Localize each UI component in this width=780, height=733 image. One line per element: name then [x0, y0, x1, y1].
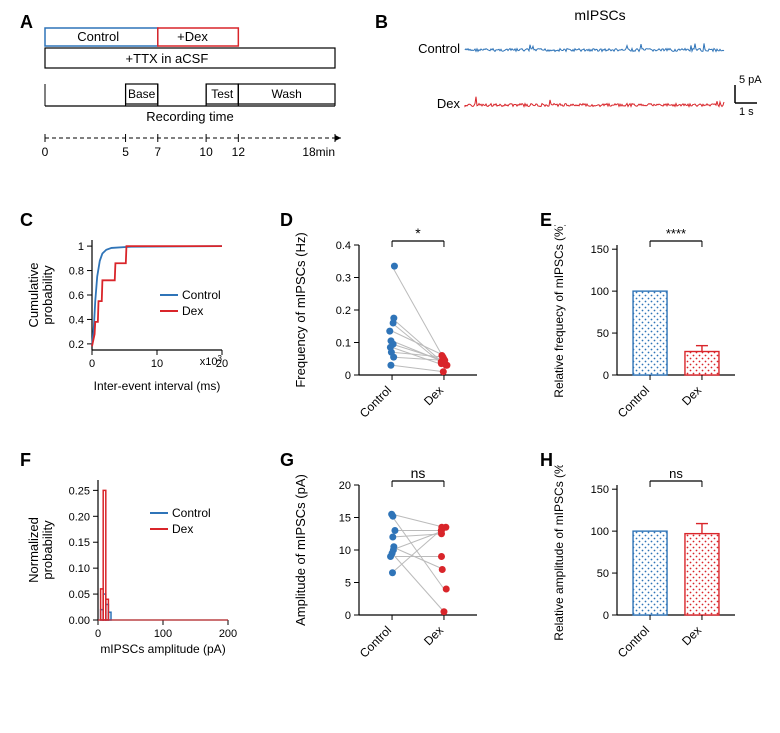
svg-text:7: 7 — [154, 145, 161, 159]
svg-text:Wash: Wash — [272, 87, 302, 101]
svg-text:Control: Control — [357, 383, 394, 420]
panel-D: 0 0.1 0.2 0.3 0.4 Frequency of mIPSCs (Hz) Con… — [285, 225, 525, 440]
svg-text:Frequency of mIPSCs (Hz): Frequency of mIPSCs (Hz) — [293, 232, 308, 387]
svg-text:****: **** — [666, 226, 686, 241]
svg-text:0: 0 — [95, 628, 101, 640]
svg-text:100: 100 — [154, 628, 172, 640]
svg-text:0.1: 0.1 — [336, 338, 351, 350]
svg-text:+TTX in aCSF: +TTX in aCSF — [126, 51, 209, 66]
svg-text:Dex: Dex — [421, 383, 446, 408]
svg-text:Dex: Dex — [172, 522, 193, 536]
svg-text:Control: Control — [357, 623, 394, 660]
svg-text:0.8: 0.8 — [69, 266, 84, 278]
svg-text:0.4: 0.4 — [69, 314, 84, 326]
svg-text:Dex: Dex — [421, 623, 446, 648]
svg-text:Normalizedprobability: Normalizedprobability — [26, 517, 55, 583]
svg-text:20: 20 — [339, 480, 351, 492]
panel-A: Control +Dex +TTX in aCSF Base Test Wash Recor… — [35, 20, 355, 180]
svg-text:50: 50 — [597, 328, 609, 340]
svg-text:Inter-event interval (ms): Inter-event interval (ms) — [94, 379, 221, 393]
svg-text:0.2: 0.2 — [336, 305, 351, 317]
svg-text:Recording time: Recording time — [146, 109, 233, 124]
svg-text:Control: Control — [172, 506, 211, 520]
svg-text:0.20: 0.20 — [69, 511, 90, 523]
svg-text:100: 100 — [591, 526, 609, 538]
panel-F: 0 100 200 0.00 0.05 0.10 0.15 0.20 0.25 Normalize… — [20, 465, 260, 700]
svg-text:0.10: 0.10 — [69, 563, 90, 575]
svg-text:mIPSCs amplitude (pA): mIPSCs amplitude (pA) — [100, 642, 225, 656]
svg-text:50: 50 — [597, 568, 609, 580]
svg-text:15: 15 — [339, 513, 351, 525]
svg-text:Dex: Dex — [437, 96, 461, 111]
svg-text:10: 10 — [151, 358, 163, 370]
svg-text:0.00: 0.00 — [69, 615, 90, 627]
svg-text:5 pA: 5 pA — [739, 74, 762, 86]
svg-text:0: 0 — [603, 610, 609, 622]
svg-text:0: 0 — [89, 358, 95, 370]
svg-text:12: 12 — [232, 145, 246, 159]
svg-text:5: 5 — [345, 578, 351, 590]
panel-H: 0 50 100 150 Relative amplitude of mIPSCs (%… — [545, 465, 775, 720]
figure-root: A B C D E F G H Control+Dex+TTX in aCSFB… — [0, 0, 780, 733]
svg-text:0: 0 — [42, 145, 49, 159]
svg-text:0: 0 — [603, 370, 609, 382]
svg-text:Dex: Dex — [679, 623, 704, 648]
svg-text:Relative amplitude of mIPSCs (: Relative amplitude of mIPSCs (%) — [552, 465, 566, 641]
panel-B: mIPSCs Control Dex 5 pA 1 s — [390, 8, 770, 173]
svg-text:100: 100 — [591, 286, 609, 298]
svg-text:Test: Test — [211, 87, 234, 101]
svg-text:Cumulativeprobability: Cumulativeprobability — [26, 262, 55, 327]
svg-text:1 s: 1 s — [739, 106, 754, 118]
svg-text:18min: 18min — [302, 145, 335, 159]
svg-text:1: 1 — [78, 241, 84, 253]
svg-text:Relative frequecy of mIPSCs (%: Relative frequecy of mIPSCs (%) — [552, 225, 566, 398]
svg-text:Control: Control — [182, 288, 221, 302]
svg-text:Control: Control — [615, 623, 652, 660]
panel-label-A: A — [20, 12, 33, 33]
panel-E: 0 50 100 150 Relative frequecy of mIPSCs (%)… — [545, 225, 775, 440]
svg-text:150: 150 — [591, 484, 609, 496]
svg-text:*: * — [415, 225, 421, 241]
svg-text:0: 0 — [345, 370, 351, 382]
svg-text:0.3: 0.3 — [336, 273, 351, 285]
panel-G: 0 5 10 15 20 Amplitude of mIPSCs (pA) Control D… — [285, 465, 525, 720]
svg-text:200: 200 — [219, 628, 237, 640]
svg-text:Control: Control — [418, 41, 460, 56]
svg-text:ns: ns — [669, 466, 683, 481]
svg-text:Dex: Dex — [679, 383, 704, 408]
svg-text:150: 150 — [591, 244, 609, 256]
svg-text:Control: Control — [615, 383, 652, 420]
svg-text:Base: Base — [128, 87, 156, 101]
svg-text:ns: ns — [411, 465, 426, 481]
panel-label-B: B — [375, 12, 388, 33]
svg-text:mIPSCs: mIPSCs — [574, 8, 625, 23]
svg-text:5: 5 — [122, 145, 129, 159]
svg-text:10: 10 — [199, 145, 213, 159]
panel-C: 010200.20.40.60.81CumulativeprobabilityI… — [20, 225, 260, 425]
svg-text:0.6: 0.6 — [69, 290, 84, 302]
svg-text:0.4: 0.4 — [336, 240, 351, 252]
svg-text:Amplitude of mIPSCs (pA): Amplitude of mIPSCs (pA) — [293, 474, 308, 626]
svg-text:0.2: 0.2 — [69, 339, 84, 351]
svg-text:0.05: 0.05 — [69, 589, 90, 601]
svg-text:0.25: 0.25 — [69, 485, 90, 497]
svg-text:+Dex: +Dex — [177, 29, 208, 44]
svg-text:0.15: 0.15 — [69, 537, 90, 549]
svg-text:Control: Control — [77, 29, 119, 44]
svg-text:10: 10 — [339, 545, 351, 557]
svg-text:0: 0 — [345, 610, 351, 622]
svg-text:Dex: Dex — [182, 304, 203, 318]
